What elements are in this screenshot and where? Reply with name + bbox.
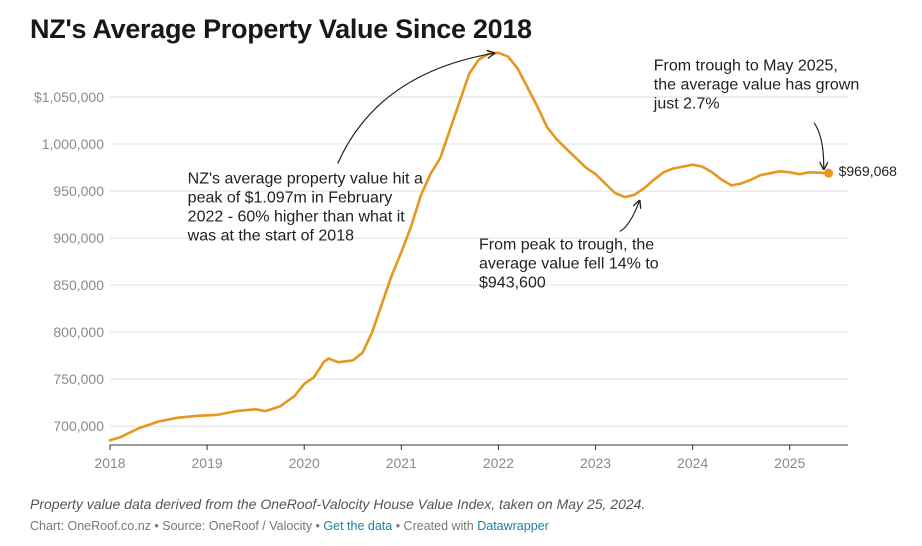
y-tick-label: $1,050,000 <box>34 89 104 105</box>
annotation-text: NZ's average property value hit a peak of… <box>187 171 423 245</box>
series-line <box>108 51 830 442</box>
source-credit: Source: OneRoof / Valocity <box>162 519 313 533</box>
x-tick-label: 2024 <box>677 455 708 471</box>
y-tick-label: 850,000 <box>53 277 104 293</box>
annotation-line: was at the start of 2018 <box>187 228 354 245</box>
x-tick-label: 2022 <box>483 455 514 471</box>
chart-notes: Property value data derived from the One… <box>30 496 646 512</box>
footer-separator: • <box>392 519 404 533</box>
annotation-line: average value fell 14% to <box>479 255 659 272</box>
x-tick-label: 2023 <box>580 455 611 471</box>
annotation-line: the average value has grown <box>654 77 859 94</box>
y-tick-label: 900,000 <box>53 230 104 246</box>
annotation-text: From peak to trough, the average value fe… <box>479 236 659 291</box>
end-value-label: $969,068 <box>839 163 898 179</box>
annotation-line: NZ's average property value hit a <box>188 171 423 188</box>
footer-separator: • <box>312 519 324 533</box>
x-tick-label: 2019 <box>192 455 223 471</box>
end-point <box>824 168 834 178</box>
x-tick-label: 2018 <box>94 455 125 471</box>
annotation-arrow <box>337 53 494 164</box>
annotation-text: From trough to May 2025, the average valu… <box>653 58 859 113</box>
y-tick-label: 750,000 <box>53 371 104 387</box>
y-tick-label: 800,000 <box>53 324 104 340</box>
chart-footer: Chart: OneRoof.co.nz • Source: OneRoof /… <box>30 519 549 533</box>
annotation-line: peak of $1.097m in February <box>188 190 393 207</box>
created-with-text: Created with <box>403 519 474 533</box>
annotation-line: From peak to trough, the <box>479 236 654 253</box>
chart-credit: Chart: OneRoof.co.nz <box>30 519 151 533</box>
annotation-arrow <box>813 122 824 169</box>
datawrapper-link[interactable]: Datawrapper <box>477 519 549 533</box>
annotation-line: $943,600 <box>479 274 546 291</box>
annotation-line: From trough to May 2025, <box>654 58 838 75</box>
x-tick-label: 2020 <box>289 455 320 471</box>
x-tick-label: 2025 <box>774 455 805 471</box>
footer-separator: • <box>150 519 163 533</box>
chart-title: NZ's Average Property Value Since 2018 <box>30 14 532 44</box>
annotation-line: just 2.7% <box>653 96 720 113</box>
y-tick-label: 1,000,000 <box>42 136 104 152</box>
x-tick-label: 2021 <box>386 455 417 471</box>
get-data-link[interactable]: Get the data <box>323 519 393 533</box>
annotation-line: 2022 - 60% higher than what it <box>188 209 406 226</box>
annotation-arrow <box>619 201 639 232</box>
y-tick-label: 950,000 <box>53 183 104 199</box>
y-tick-label: 700,000 <box>53 418 104 434</box>
